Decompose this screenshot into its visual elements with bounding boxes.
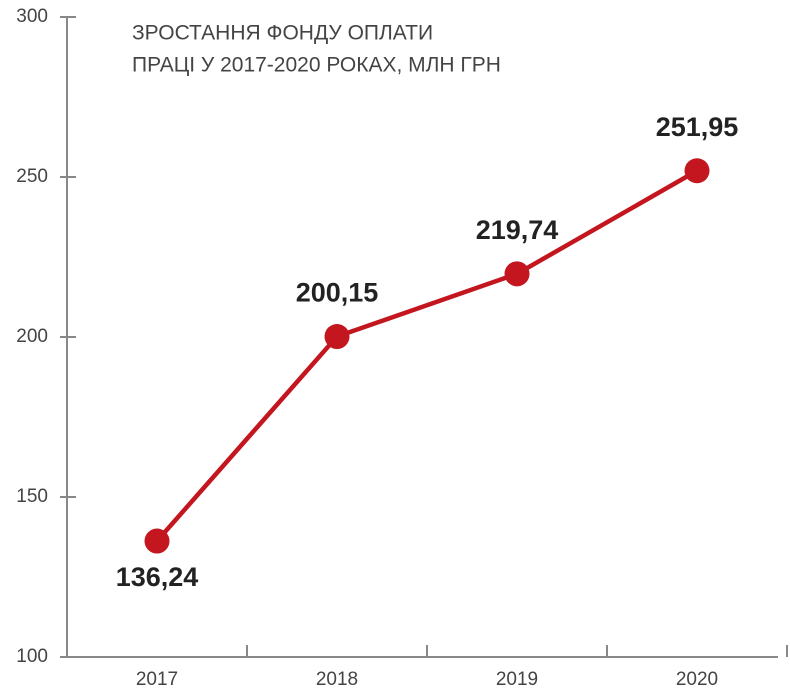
x-tick-label: 2017 (136, 669, 178, 688)
y-tick-label: 200 (16, 326, 48, 347)
y-tick-label: 300 (16, 6, 48, 27)
x-tick-label: 2018 (316, 669, 358, 688)
point (144, 528, 170, 554)
point (504, 261, 530, 287)
value-label: 136,24 (116, 562, 199, 592)
value-label: 219,74 (476, 215, 559, 245)
x-tick-label: 2019 (496, 669, 538, 688)
value-label: 200,15 (296, 278, 379, 308)
point (684, 158, 710, 184)
y-tick-label: 100 (16, 646, 48, 667)
y-tick-label: 250 (16, 166, 48, 187)
value-label: 251,95 (656, 112, 739, 142)
y-tick-label: 150 (16, 486, 48, 507)
chart-title: ЗРОСТАННЯ ФОНДУ ОПЛАТИ (132, 22, 433, 45)
line (155, 168, 699, 543)
point (324, 324, 350, 350)
x-tick-label: 2020 (676, 669, 718, 688)
chart-title: ПРАЦІ У 2017-2020 РОКАХ, МЛН ГРН (132, 54, 501, 77)
